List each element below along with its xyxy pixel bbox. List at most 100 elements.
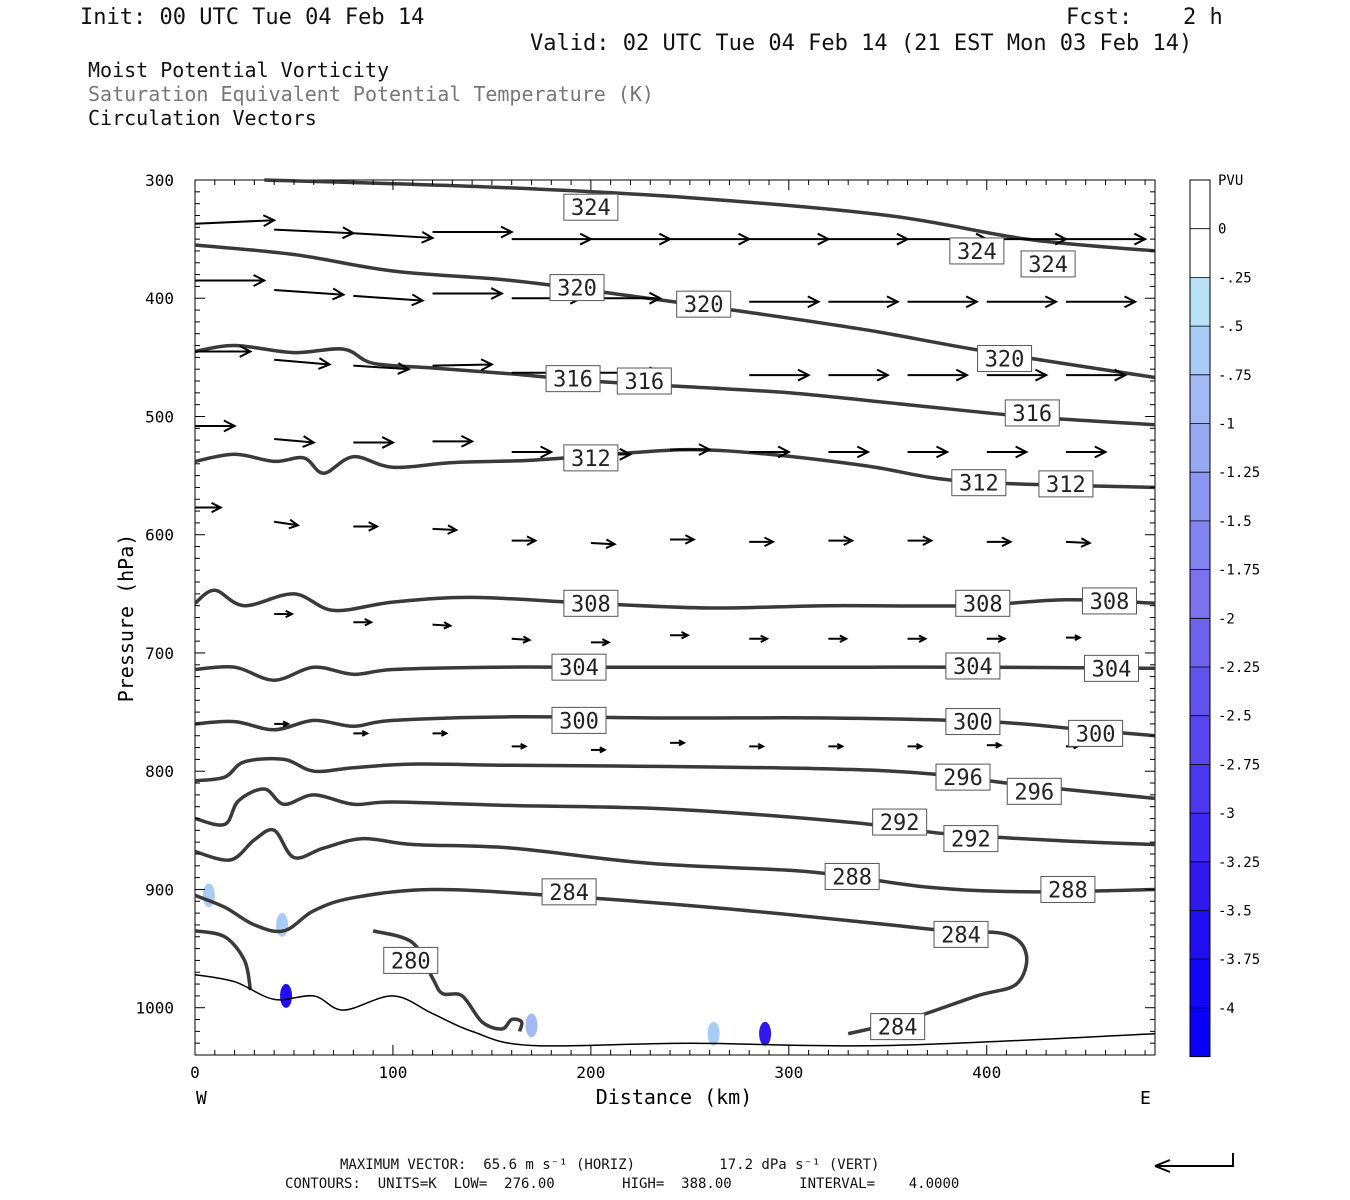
circulation-vector xyxy=(511,742,528,750)
circulation-vector xyxy=(828,535,855,546)
contour-label: 312 xyxy=(571,447,611,472)
circulation-vector xyxy=(353,436,396,449)
contour-label-box xyxy=(1038,470,1094,498)
contour-info-note: CONTOURS: UNITS=K LOW= 276.00 HIGH= 388.… xyxy=(285,1176,960,1192)
circulation-vector xyxy=(828,368,890,382)
contour-label: 308 xyxy=(963,592,1003,617)
contour-line xyxy=(193,588,1156,613)
colorbar-label: -2.75 xyxy=(1218,757,1260,773)
circulation-vector xyxy=(195,501,223,514)
colorbar-label: -1.5 xyxy=(1218,514,1252,530)
contour-label: 324 xyxy=(957,240,997,265)
circulation-vector xyxy=(590,538,617,549)
circulation-vector xyxy=(353,729,370,737)
circulation-vector xyxy=(670,443,712,456)
terrain-line xyxy=(194,973,1156,1047)
colorbar-swatch xyxy=(1190,180,1210,229)
circulation-vector xyxy=(670,232,752,246)
circulation-vector xyxy=(432,434,475,448)
colorbar-swatch xyxy=(1190,374,1210,424)
colorbar-swatch xyxy=(1190,910,1210,960)
x-tick-label: 100 xyxy=(378,1063,407,1082)
colorbar-label: 0 xyxy=(1218,222,1226,238)
circulation-vector xyxy=(749,536,776,548)
circulation-vector xyxy=(828,445,871,459)
contour-label: 304 xyxy=(953,655,993,680)
circulation-vector xyxy=(432,287,505,300)
circulation-vector xyxy=(353,362,411,375)
contour-label-box xyxy=(563,589,619,617)
contour-label: 284 xyxy=(941,923,981,948)
colorbar-swatch xyxy=(1190,472,1210,521)
circulation-vector xyxy=(670,739,687,747)
circulation-vector xyxy=(195,419,237,433)
x-tick-label: 200 xyxy=(576,1063,605,1082)
colorbar-swatch xyxy=(1190,667,1210,716)
x-tick-label: 300 xyxy=(774,1063,803,1082)
circulation-vector xyxy=(353,521,380,532)
circulation-vector xyxy=(511,445,554,459)
contour-label: 320 xyxy=(684,293,724,318)
contour-label: 308 xyxy=(1090,590,1130,615)
circulation-vector xyxy=(907,445,950,459)
colorbar-label: -3.75 xyxy=(1218,952,1260,968)
circulation-vector xyxy=(274,720,291,728)
contour-label-box xyxy=(551,653,607,681)
y-tick-label: 800 xyxy=(145,762,174,781)
contour-label-box xyxy=(545,365,601,393)
contour-label-box xyxy=(1040,875,1096,903)
forecast-hour: 2 h xyxy=(1183,5,1223,30)
circulation-vector xyxy=(195,274,267,287)
colorbar-swatch xyxy=(1190,326,1210,375)
contour-label-box xyxy=(945,652,1001,680)
forecast-label: Fcst: xyxy=(1066,5,1133,30)
contour-label: 280 xyxy=(391,949,431,974)
contour-label-box xyxy=(935,763,991,791)
circulation-vector xyxy=(1065,634,1082,642)
circulation-vector xyxy=(432,225,514,239)
colorbar-label: -1 xyxy=(1218,417,1235,433)
field-title-vectors: Circulation Vectors xyxy=(88,106,317,130)
contour-label-box xyxy=(955,589,1011,617)
circulation-vector xyxy=(986,295,1059,309)
circulation-vector xyxy=(986,368,1049,382)
contour-label: 296 xyxy=(1014,780,1054,805)
colorbar-label: -2.5 xyxy=(1218,709,1252,725)
circulation-vector xyxy=(986,445,1029,459)
field-title-mpv: Moist Potential Vorticity xyxy=(88,58,390,82)
contour-label-box xyxy=(977,345,1033,373)
circulation-vector xyxy=(274,609,295,619)
circulation-vector xyxy=(1065,537,1092,548)
circulation-vector xyxy=(670,631,691,640)
contour-label: 312 xyxy=(959,472,999,497)
circulation-vector xyxy=(749,232,831,246)
circulation-vector xyxy=(511,232,594,246)
x-tick-label: 400 xyxy=(972,1063,1001,1082)
contour-label: 300 xyxy=(1076,722,1116,747)
colorbar-label: -2.25 xyxy=(1218,660,1260,676)
x-axis-west-label: W xyxy=(196,1088,207,1109)
circulation-vector xyxy=(749,445,792,459)
contour-label: 292 xyxy=(951,828,991,853)
colorbar-label: -1.75 xyxy=(1218,563,1260,579)
colorbar-swatch xyxy=(1190,861,1210,911)
circulation-vector xyxy=(907,742,924,750)
contour-label-box xyxy=(563,193,619,221)
contour-label-box xyxy=(872,808,928,836)
circulation-vector xyxy=(828,232,910,246)
contour-label-box xyxy=(870,1013,926,1041)
contour-line xyxy=(194,447,1156,490)
circulation-vector xyxy=(432,621,453,630)
circulation-vector xyxy=(986,536,1013,548)
contour-label-box xyxy=(949,237,1005,265)
colorbar-swatch xyxy=(1190,423,1210,473)
colorbar-swatch xyxy=(1190,618,1210,667)
contour-label: 320 xyxy=(557,277,597,302)
circulation-vector xyxy=(511,535,538,546)
circulation-vector xyxy=(1065,295,1138,309)
colorbar-swatch xyxy=(1190,1007,1210,1057)
contour-label: 324 xyxy=(1028,253,1068,278)
circulation-vector xyxy=(432,524,459,535)
contour-label-box xyxy=(383,946,439,974)
circulation-vector xyxy=(670,534,697,545)
